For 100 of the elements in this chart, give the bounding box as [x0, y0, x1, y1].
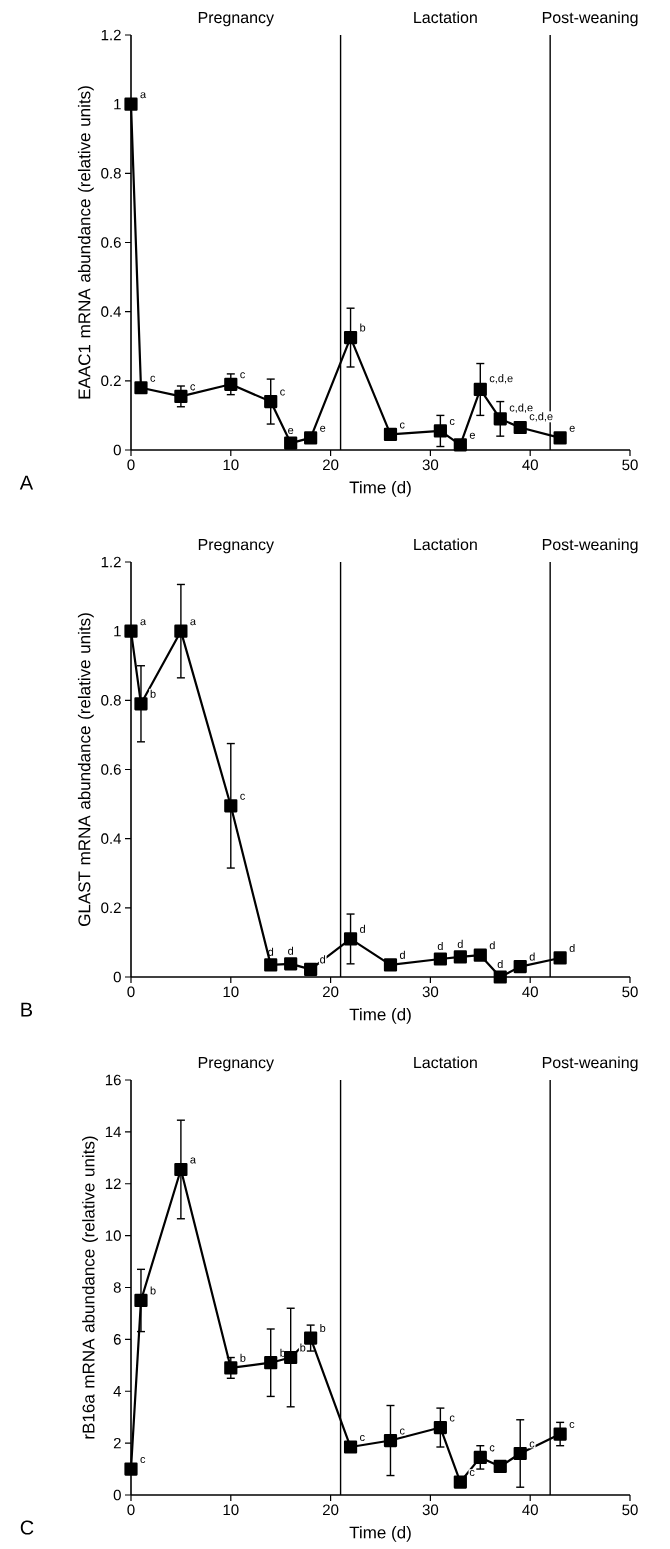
- text: Pregnancy: [198, 538, 274, 554]
- x-tick-label: 0: [127, 459, 135, 471]
- annotation: b: [300, 1343, 306, 1352]
- annotation: e: [569, 425, 575, 432]
- annotation: d: [320, 955, 326, 964]
- y-axis-title: EAAC1 mRNA abundance (relative units): [77, 86, 94, 399]
- text: Pregnancy: [198, 11, 274, 27]
- x-axis-title: Time (d): [349, 481, 411, 497]
- point: [124, 97, 138, 111]
- annotation: c: [529, 1441, 535, 1448]
- point: [553, 431, 567, 445]
- point: [343, 330, 358, 345]
- point: [224, 799, 238, 813]
- x-tick-label: 0: [127, 1504, 135, 1516]
- annotation: a: [190, 619, 197, 626]
- annotation: c: [140, 1457, 146, 1464]
- y-axis-title: GLAST mRNA abundance (relative units): [77, 613, 94, 926]
- y-tick-label: 0.4: [101, 833, 122, 844]
- text: Post-weaning: [542, 538, 638, 554]
- annotation: c: [399, 1428, 405, 1435]
- annotation: c: [399, 422, 405, 429]
- point: [453, 950, 467, 964]
- annotation: d: [497, 959, 503, 968]
- annotation: c: [280, 389, 285, 396]
- text: Lactation: [414, 1056, 477, 1069]
- annotation: d: [360, 924, 365, 933]
- y-tick-label: 6: [113, 1334, 121, 1345]
- annotation: d: [489, 941, 495, 950]
- annotation: e: [288, 428, 294, 435]
- annotation: c: [190, 384, 196, 391]
- point: [473, 382, 487, 397]
- point: [343, 932, 358, 946]
- point: [174, 1162, 188, 1177]
- point: [264, 394, 278, 409]
- y-tick-label: 1: [114, 626, 121, 637]
- point: [284, 1350, 298, 1365]
- x-tick-label: 10: [223, 459, 239, 471]
- x-tick-label: 20: [323, 986, 339, 998]
- x-tick-label: 10: [223, 986, 239, 998]
- annotation: c: [449, 418, 455, 425]
- annotation: b: [240, 1353, 246, 1362]
- annotation: b: [150, 1286, 156, 1295]
- annotation: b: [280, 1348, 286, 1357]
- point: [124, 1462, 138, 1476]
- annotation: b: [150, 689, 156, 698]
- point: [304, 431, 318, 445]
- text: Lactation: [414, 11, 477, 24]
- annotation: c: [360, 1434, 365, 1442]
- point: [553, 951, 567, 965]
- point: [493, 970, 507, 984]
- annotation: c: [240, 793, 246, 800]
- point: [134, 1293, 148, 1308]
- annotation: c: [449, 1415, 455, 1422]
- x-tick-label: 30: [422, 459, 439, 471]
- point: [174, 389, 188, 403]
- point: [513, 420, 527, 435]
- point: [493, 412, 507, 426]
- point: [433, 1420, 447, 1435]
- text: Post-weaning: [542, 11, 638, 27]
- point: [304, 1331, 318, 1345]
- y-tick-label: 4: [113, 1386, 122, 1397]
- x-tick-label: 40: [522, 459, 538, 471]
- annotation: c: [489, 1445, 495, 1452]
- annotation: e: [320, 425, 326, 432]
- x-tick-label: 50: [622, 986, 638, 998]
- text: C: [20, 1520, 34, 1535]
- point: [383, 958, 398, 972]
- y-tick-label: 14: [105, 1126, 122, 1138]
- point: [284, 957, 298, 971]
- y-tick-label: 0.6: [101, 237, 121, 248]
- y-tick-label: 0: [113, 444, 121, 456]
- annotation: d: [437, 941, 443, 951]
- annotation: d: [457, 939, 463, 948]
- point: [453, 1475, 467, 1489]
- point: [383, 1433, 398, 1448]
- x-tick-label: 50: [622, 459, 638, 471]
- y-tick-label: 1.2: [101, 556, 121, 568]
- y-tick-label: 0.8: [101, 168, 121, 179]
- point: [453, 438, 467, 452]
- y-tick-label: 12: [105, 1178, 121, 1189]
- x-tick-label: 40: [522, 1504, 538, 1516]
- y-axis-title: rB16a mRNA abundance (relative units): [82, 1136, 98, 1439]
- y-tick-label: 0: [113, 971, 121, 983]
- annotation: b: [360, 323, 366, 332]
- annotation: d: [569, 943, 575, 952]
- y-tick-label: 0.8: [101, 695, 121, 706]
- text: Post-weaning: [542, 1056, 638, 1072]
- annotation: c: [469, 1470, 475, 1477]
- x-tick-label: 30: [422, 986, 439, 998]
- x-tick-label: 0: [127, 986, 135, 998]
- x-tick-label: 40: [522, 986, 538, 998]
- x-tick-label: 20: [323, 459, 339, 471]
- y-tick-label: 0.2: [101, 902, 121, 914]
- point: [383, 427, 398, 442]
- text: A: [19, 475, 34, 490]
- annotation: d: [399, 950, 405, 959]
- x-axis-title: Time (d): [349, 1008, 411, 1024]
- y-tick-label: 1.2: [101, 29, 121, 41]
- point: [134, 381, 148, 395]
- text: Lactation: [414, 538, 477, 551]
